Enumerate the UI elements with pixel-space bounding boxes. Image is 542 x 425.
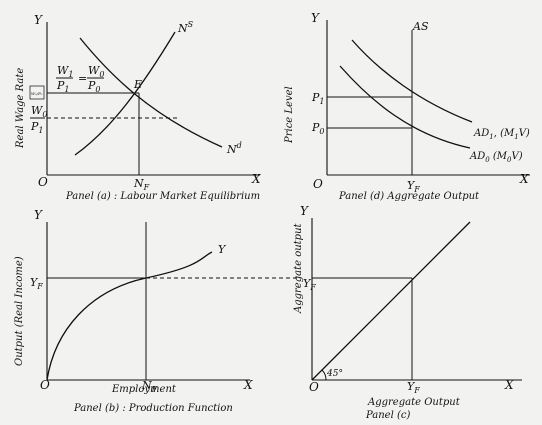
as-label: AS <box>412 20 429 33</box>
panel-c-y-label: Aggregate output <box>293 222 304 314</box>
panel-b-x-letter: X <box>243 378 253 392</box>
svg-text:W0: W0 <box>88 64 104 79</box>
panel-c-caption-line1: Aggregate Output <box>367 397 461 408</box>
svg-text:W1: W1 <box>57 64 73 79</box>
panel-a-y-letter: Y <box>34 13 43 27</box>
equilibrium-point-E: E <box>133 78 142 91</box>
panel-b-origin: O <box>40 378 50 392</box>
panel-d-x-letter: X <box>519 172 529 186</box>
svg-text:P1: P1 <box>56 79 70 94</box>
ad0-label: AD0 (M0V) <box>469 151 523 164</box>
panel-d-aggregate-output: Y X O Price Level AS P1 P0 AD1, (M1V) AD… <box>284 11 530 202</box>
panel-c-caption-line2: Panel (c) <box>365 410 410 421</box>
panel-a-origin: O <box>38 175 48 189</box>
panel-b-production-function: Y X O Output (Real Income) Y YF Employme… <box>14 208 300 414</box>
panel-c-yf-x-label: YF <box>407 380 420 395</box>
ad0-curve <box>339 65 471 149</box>
labour-supply-curve <box>74 31 176 156</box>
svg-text:=: = <box>78 72 87 85</box>
panel-a-y-label: Real Wage Rate <box>15 68 26 149</box>
45-degree-line <box>311 221 471 381</box>
production-function-curve <box>46 251 213 381</box>
p1-label: P1 <box>311 91 325 106</box>
panel-c-origin: O <box>309 380 319 394</box>
panel-d-origin: O <box>313 177 323 191</box>
panel-b-nf-label: NF <box>141 379 158 394</box>
panel-b-x-label: Employment <box>111 384 177 395</box>
svg-text:W0: W0 <box>31 104 47 119</box>
wage-equality-label: W1 P1 = W0 P0 <box>56 64 104 94</box>
panel-a-nf-label: NF <box>133 177 150 192</box>
labour-demand-curve <box>79 37 223 148</box>
panel-c-y-letter: Y <box>300 204 309 218</box>
panel-a-labour-market: Y X O Real Wage Rate NS Nd E W1 P1 = W0 … <box>15 13 261 202</box>
panel-a-caption: Panel (a) : Labour Market Equilibrium <box>65 191 260 202</box>
panel-a-x-letter: X <box>251 172 261 186</box>
panel-b-caption: Panel (b) : Production Function <box>73 403 233 414</box>
panel-c-45-degree: Y X O Aggregate output 45° YF YF Aggrega… <box>293 204 522 421</box>
panel-b-y-label: Output (Real Income) <box>14 256 25 366</box>
panel-b-yf-label: YF <box>30 276 43 291</box>
svg-text:P1: P1 <box>30 120 44 135</box>
panel-d-caption: Panel (d) Aggregate Output <box>338 191 480 202</box>
angle-arc <box>321 369 327 381</box>
production-curve-label: Y <box>218 243 227 256</box>
panel-b-y-letter: Y <box>34 208 43 222</box>
panel-c-yf-y-label: YF <box>303 277 316 292</box>
labour-demand-label: Nd <box>226 141 242 156</box>
panel-d-yf-label: YF <box>407 179 420 194</box>
ad1-label: AD1, (M1V) <box>473 128 530 141</box>
ad1-curve <box>351 39 473 123</box>
panel-c-x-letter: X <box>504 378 514 392</box>
svg-text:P0: P0 <box>87 79 101 94</box>
p0-label: P0 <box>311 121 325 136</box>
panel-a-small-wage-tick: W₀/P₀ <box>31 91 43 96</box>
labour-supply-label: NS <box>177 20 194 35</box>
panel-d-y-label: Price Level <box>284 86 295 144</box>
angle-label: 45° <box>326 369 343 379</box>
panel-a-lower-wage-label: W0 P1 <box>30 104 47 135</box>
panel-d-y-letter: Y <box>311 11 320 25</box>
panel-a-small-wage-box <box>29 85 45 100</box>
